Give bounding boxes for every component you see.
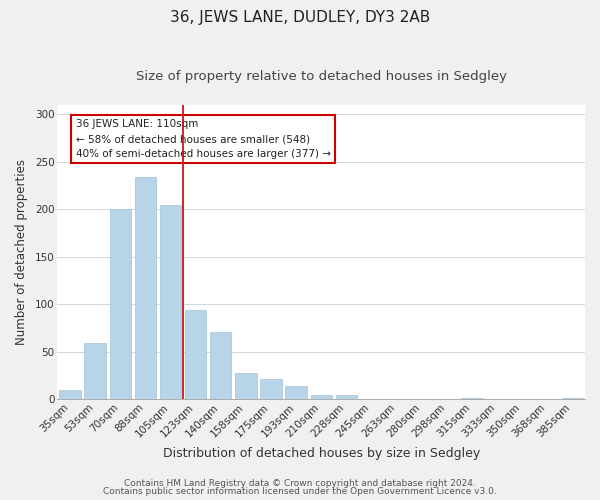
Bar <box>260 379 281 399</box>
Bar <box>311 395 332 399</box>
Y-axis label: Number of detached properties: Number of detached properties <box>15 159 28 345</box>
Bar <box>562 398 583 399</box>
Text: Contains public sector information licensed under the Open Government Licence v3: Contains public sector information licen… <box>103 487 497 496</box>
Text: 36, JEWS LANE, DUDLEY, DY3 2AB: 36, JEWS LANE, DUDLEY, DY3 2AB <box>170 10 430 25</box>
Text: Contains HM Land Registry data © Crown copyright and database right 2024.: Contains HM Land Registry data © Crown c… <box>124 478 476 488</box>
Bar <box>286 386 307 399</box>
Bar <box>210 332 232 399</box>
Bar <box>235 374 257 399</box>
Bar <box>59 390 81 399</box>
Bar <box>335 395 357 399</box>
Text: 36 JEWS LANE: 110sqm
← 58% of detached houses are smaller (548)
40% of semi-deta: 36 JEWS LANE: 110sqm ← 58% of detached h… <box>76 119 331 159</box>
Title: Size of property relative to detached houses in Sedgley: Size of property relative to detached ho… <box>136 70 507 83</box>
Bar <box>160 204 181 399</box>
Bar <box>85 343 106 399</box>
X-axis label: Distribution of detached houses by size in Sedgley: Distribution of detached houses by size … <box>163 447 480 460</box>
Bar <box>135 177 156 399</box>
Bar <box>185 310 206 399</box>
Bar <box>110 210 131 399</box>
Bar <box>461 398 482 399</box>
